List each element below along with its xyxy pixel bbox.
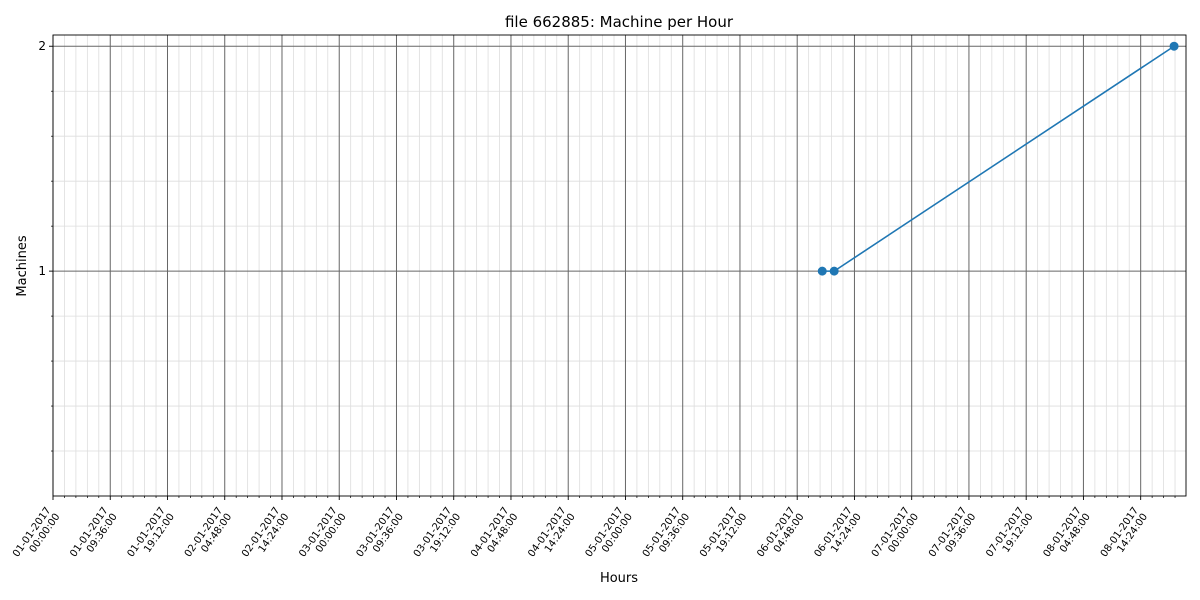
x-tick-label: 07-01-201709:36:00 [927, 505, 978, 565]
plot-area-frame [52, 34, 1187, 497]
x-tick-label: 08-01-201704:48:00 [1042, 505, 1093, 565]
series-line [822, 45, 1175, 272]
data-point [1169, 41, 1179, 51]
x-tick-label: 03-01-201719:12:00 [412, 505, 463, 565]
y-tick-label: 1 [38, 264, 46, 278]
y-axis-label: Machines [15, 235, 30, 296]
x-tick-label: 06-01-201704:48:00 [755, 505, 806, 565]
x-axis-ticks: 01-01-201700:00:00 01-01-201709:36:00 01-0… [11, 496, 1176, 565]
x-tick-label: 08-01-201714:24:00 [1099, 505, 1150, 565]
x-axis-label: Hours [600, 571, 638, 586]
x-tick-label: 01-01-201700:00:00 [11, 505, 62, 565]
x-tick-label: 01-01-201719:12:00 [126, 505, 177, 565]
data-point [829, 266, 839, 276]
x-tick-label: 05-01-201700:00:00 [584, 505, 635, 565]
x-tick-label: 05-01-201719:12:00 [698, 505, 749, 565]
x-tick-label: 05-01-201709:36:00 [641, 505, 692, 565]
x-tick-label: 02-01-201714:24:00 [240, 505, 291, 565]
minor-grid [53, 35, 1186, 496]
x-tick-label: 03-01-201709:36:00 [355, 505, 406, 565]
data-point [817, 266, 827, 276]
x-tick-label: 07-01-201719:12:00 [984, 505, 1035, 565]
x-tick-label: 04-01-201714:24:00 [526, 505, 577, 565]
chart-title: file 662885: Machine per Hour [505, 13, 734, 31]
x-tick-label: 06-01-201714:24:00 [813, 505, 864, 565]
y-axis-ticks: 12 [38, 39, 53, 452]
series-layer [817, 41, 1179, 276]
x-tick-label: 04-01-201704:48:00 [469, 505, 520, 565]
major-grid [52, 35, 1186, 496]
y-tick-label: 2 [38, 39, 46, 53]
x-tick-label: 03-01-201700:00:00 [297, 505, 348, 565]
x-tick-label: 07-01-201700:00:00 [870, 505, 921, 565]
x-tick-label: 01-01-201709:36:00 [68, 505, 119, 565]
x-tick-label: 02-01-201704:48:00 [183, 505, 234, 565]
